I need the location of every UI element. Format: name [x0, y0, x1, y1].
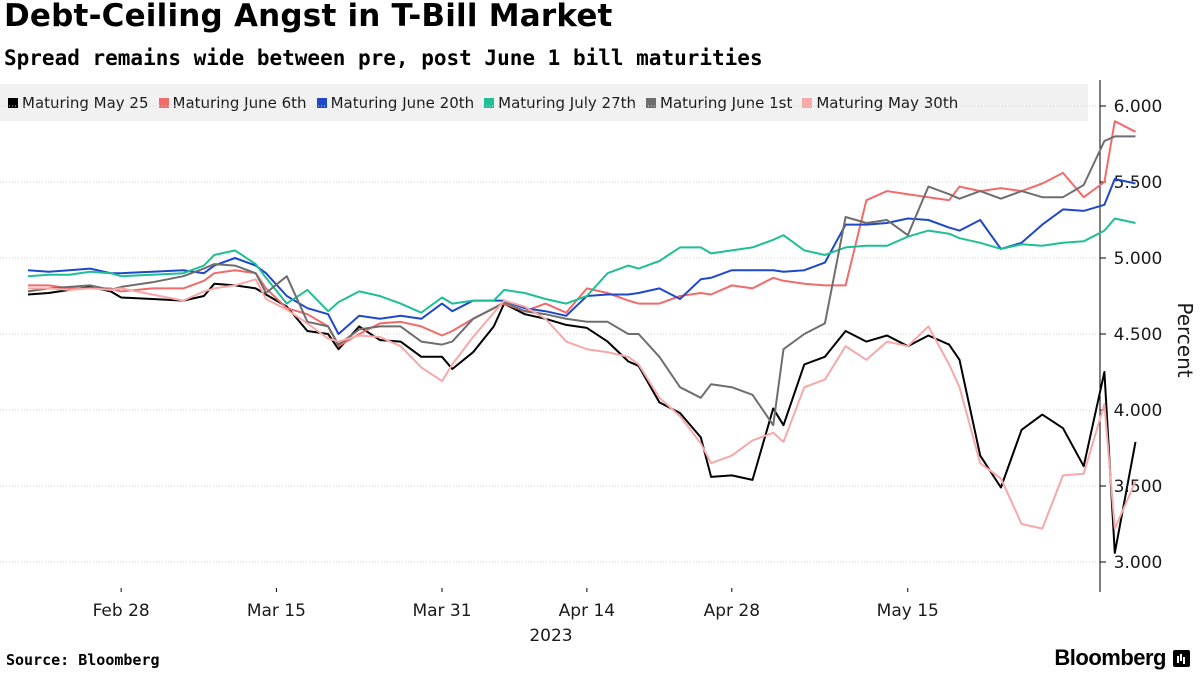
legend-swatch-1 [158, 97, 169, 108]
y-axis-title: Percent [1173, 302, 1197, 377]
legend-item-5: Maturing May 30th [802, 94, 958, 112]
terminal-icon [1173, 650, 1190, 667]
x-tick-label-5: May 15 [877, 601, 939, 621]
y-tick-label-0: 3.000 [1114, 553, 1163, 573]
series-line-5 [28, 278, 1137, 530]
x-tick-label-1: Mar 15 [247, 601, 306, 621]
legend-label-2: Maturing June 20th [330, 93, 475, 112]
legend-item-4: Maturing June 1st [646, 94, 792, 112]
y-tick-label-5: 5.500 [1114, 173, 1163, 193]
series-line-0 [27, 282, 1137, 554]
legend-item-0: Maturing May 25 [8, 94, 149, 112]
y-tick-label-4: 5.000 [1114, 249, 1163, 269]
legend-item-1: Maturing June 6th [158, 93, 307, 112]
legend-swatch-2 [316, 97, 327, 108]
legend-label-5: Maturing May 30th [816, 93, 959, 112]
brand-logo: Bloomberg [1054, 645, 1166, 670]
chart-title: Debt-Ceiling Angst in T-Bill Market [4, 0, 613, 34]
x-tick-label-0: Feb 28 [93, 601, 150, 621]
legend-label-4: Maturing June 1st [660, 93, 793, 112]
chart-legend: Maturing May 25 Maturing June 6th Maturing… [0, 84, 1088, 121]
legend-swatch-3 [484, 97, 495, 108]
legend-swatch-5 [802, 97, 813, 108]
x-tick-label-3: Apr 14 [559, 601, 615, 621]
legend-label-3: Maturing July 27th [498, 93, 636, 112]
legend-item-2: Maturing June 20th [316, 93, 475, 112]
legend-label-0: Maturing May 25 [22, 93, 149, 112]
x-tick-label-4: Apr 28 [704, 601, 760, 621]
x-year-label: 2023 [529, 626, 572, 646]
y-tick-label-2: 4.000 [1114, 401, 1163, 421]
y-tick-label-1: 3.500 [1114, 477, 1163, 497]
chart-subtitle: Spread remains wide between pre, post Ju… [4, 46, 763, 70]
y-tick-label-3: 4.500 [1114, 325, 1163, 345]
series-line-4 [27, 135, 1136, 427]
legend-item-3: Maturing July 27th [484, 94, 636, 112]
legend-label-1: Maturing June 6th [172, 93, 307, 112]
source-note: Source: Bloomberg [6, 651, 160, 669]
series-line-1 [28, 120, 1136, 348]
series-line-2 [27, 178, 1136, 335]
y-tick-label-6: 6.000 [1114, 97, 1163, 117]
x-tick-label-2: Mar 31 [412, 601, 471, 621]
legend-swatch-0 [8, 97, 18, 108]
series-line-3 [27, 217, 1136, 314]
legend-swatch-4 [646, 97, 656, 108]
